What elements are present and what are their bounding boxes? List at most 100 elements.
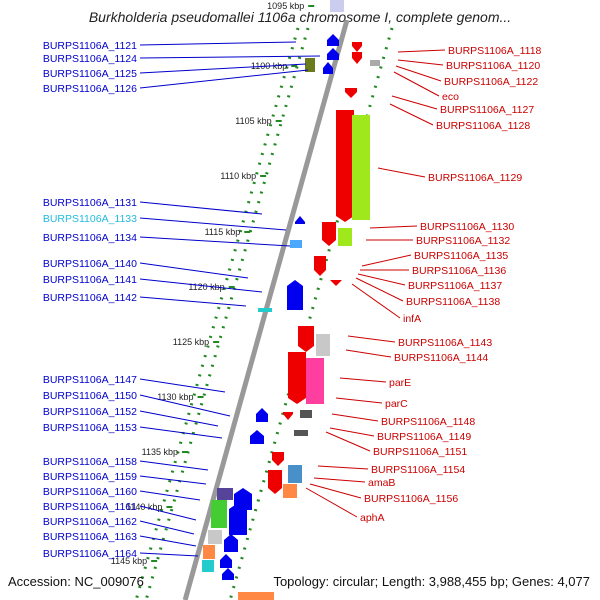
minus-strand-gene-label: BURPS1106A_1121 [43, 40, 137, 52]
minus-strand-gene-label: BURPS1106A_1142 [43, 292, 137, 304]
kbp-tick-label: 1125 kbp [173, 337, 209, 347]
minus-strand-gene-label: BURPS1106A_1160 [43, 486, 137, 498]
label-leader-line [377, 167, 426, 178]
minus-strand-gene-label: BURPS1106A_1125 [43, 68, 137, 80]
minus-strand-gene-label: BURPS1106A_1124 [43, 53, 137, 65]
plus-strand-gene-label: BURPS1106A_1138 [406, 296, 500, 308]
label-leader-line [139, 201, 263, 215]
plus-strand-gene-label: BURPS1106A_1118 [448, 45, 542, 57]
label-leader-line [139, 475, 207, 485]
kbp-tick-label: 1135 kbp [142, 447, 178, 457]
label-leader-line [139, 69, 309, 89]
plus-strand-gene-label: infA [403, 313, 421, 325]
minus-strand-gene-label: BURPS1106A_1162 [43, 516, 137, 528]
gene-block [208, 530, 222, 544]
minus-strand-gene-label: BURPS1106A_1152 [43, 406, 137, 418]
plus-strand-gene-label: BURPS1106A_1129 [428, 172, 522, 184]
plus-strand-gene-label: BURPS1106A_1151 [373, 446, 467, 458]
minus-strand-gene-label: BURPS1106A_1153 [43, 422, 137, 434]
label-leader-line [139, 278, 263, 293]
minus-strand-gene-label: BURPS1106A_1131 [43, 197, 137, 209]
label-leader-line [139, 55, 321, 59]
label-leader-line [357, 273, 406, 286]
plus-strand-gene-label: BURPS1106A_1137 [408, 280, 502, 292]
label-leader-line [345, 349, 392, 358]
minus-strand-gene [327, 34, 339, 46]
plus-strand-gene-label: BURPS1106A_1144 [394, 352, 488, 364]
plus-strand-gene-label: BURPS1106A_1135 [414, 250, 508, 262]
label-leader-line [139, 262, 249, 279]
minus-strand-gene [295, 216, 305, 224]
plus-strand-gene-label: amaB [368, 477, 395, 489]
plus-strand-gene-label: BURPS1106A_1130 [420, 221, 514, 233]
gene-block [306, 358, 324, 404]
gene-block [290, 240, 302, 248]
label-leader-line [347, 335, 396, 343]
label-leader-line [139, 378, 226, 393]
kbp-tick-label: 1115 kbp [205, 227, 241, 237]
label-leader-line [139, 41, 297, 46]
top-fade-block [330, 0, 344, 12]
gene-block [338, 228, 352, 246]
kbp-tick-label: 1145 kbp [111, 556, 147, 566]
kbp-tick-label: 1105 kbp [235, 116, 271, 126]
label-leader-line [351, 283, 401, 319]
label-leader-line [389, 103, 434, 126]
topology-text: Topology: circular; Length: 3,988,455 bp… [273, 574, 590, 589]
plus-strand-gene [352, 42, 362, 52]
label-leader-line [369, 225, 418, 229]
plus-strand-gene [322, 222, 336, 246]
gene-block [294, 430, 308, 436]
label-leader-line [391, 95, 438, 110]
label-leader-line [331, 413, 379, 422]
plus-strand-gene-label: BURPS1106A_1132 [416, 235, 510, 247]
kbp-tick-label: 1095 kbp [267, 1, 304, 11]
minus-strand-gene-label: BURPS1106A_1140 [43, 258, 137, 270]
plus-strand-gene [283, 412, 293, 420]
minus-strand-gene [222, 568, 234, 580]
minus-strand-gene [327, 48, 339, 60]
label-leader-line [139, 490, 201, 501]
plus-strand-gene-label: eco [442, 91, 459, 103]
plus-strand-gene-label: BURPS1106A_1156 [364, 493, 458, 505]
label-leader-line [355, 277, 404, 302]
kbp-tick-label: 1120 kbp [188, 282, 224, 292]
accession-text: Accession: NC_009076 [8, 574, 144, 589]
minus-strand-gene-label: BURPS1106A_1126 [43, 83, 137, 95]
minus-strand-gene-label: BURPS1106A_1164 [43, 548, 137, 560]
plus-strand-gene-label: BURPS1106A_1122 [444, 76, 538, 88]
label-leader-line [139, 460, 209, 471]
gene-block [316, 334, 330, 356]
minus-strand-gene-label: BURPS1106A_1147 [43, 374, 137, 386]
label-leader-line [329, 427, 375, 437]
gene-block [305, 58, 315, 72]
minus-strand-gene-label: BURPS1106A_1161 [43, 501, 137, 513]
label-leader-line [139, 63, 307, 74]
label-leader-line [139, 552, 199, 557]
label-leader-line [313, 477, 366, 483]
gene-block [211, 500, 227, 528]
gene-block [370, 60, 380, 66]
plus-strand-gene [288, 352, 306, 404]
label-leader-line [139, 410, 219, 427]
label-leader-line [305, 487, 358, 518]
minus-strand-gene [229, 503, 247, 535]
plus-strand-gene [336, 110, 354, 222]
gene-block [202, 560, 214, 572]
gene-block [288, 465, 302, 483]
label-leader-line [335, 397, 383, 404]
plus-strand-gene-label: parC [385, 398, 408, 410]
label-leader-line [139, 505, 197, 521]
label-leader-line [317, 465, 369, 470]
label-leader-line [139, 535, 197, 547]
gene-block [258, 308, 272, 312]
plus-strand-gene-label: BURPS1106A_1128 [436, 120, 530, 132]
plus-strand-gene [345, 88, 357, 98]
plus-strand-gene-label: BURPS1106A_1149 [377, 431, 471, 443]
gene-block [238, 592, 274, 600]
plus-strand-gene [298, 326, 314, 352]
minus-strand-gene [256, 408, 268, 422]
minus-strand-gene-label: BURPS1106A_1150 [43, 390, 137, 402]
label-leader-line [325, 431, 371, 452]
label-leader-line [309, 483, 362, 499]
